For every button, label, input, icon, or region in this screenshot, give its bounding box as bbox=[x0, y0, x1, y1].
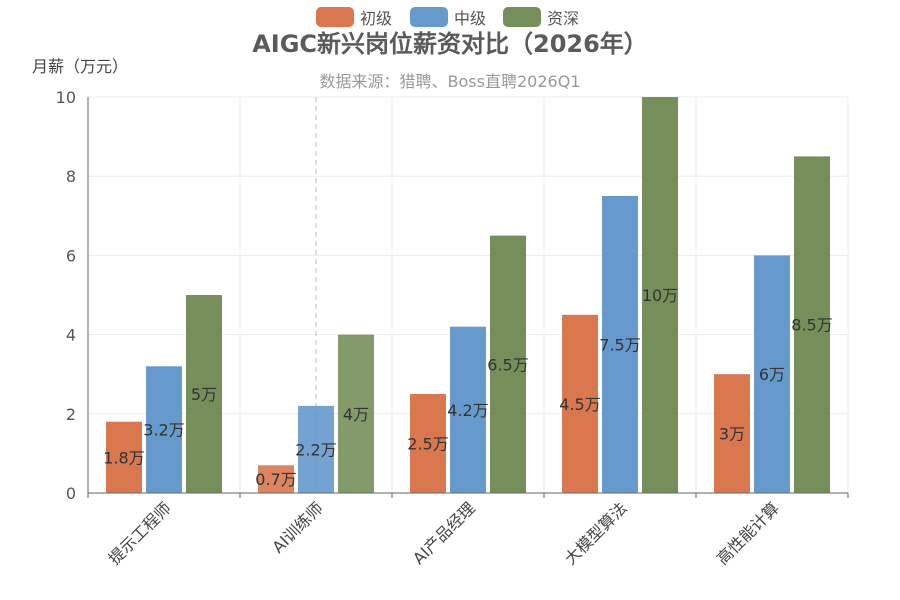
bar-初级-高性能计算 bbox=[714, 374, 750, 493]
y-tick-label: 10 bbox=[56, 88, 76, 107]
bar-初级-提示工程师 bbox=[106, 421, 142, 493]
bar-value-label: 3.2万 bbox=[143, 421, 184, 440]
bar-value-label: 4.5万 bbox=[559, 395, 600, 414]
bar-value-label: 6万 bbox=[759, 365, 785, 384]
y-axis-title: 月薪（万元） bbox=[32, 57, 129, 76]
y-tick-label: 4 bbox=[66, 326, 76, 345]
bar-value-label: 4万 bbox=[343, 405, 369, 424]
y-tick-label: 2 bbox=[66, 405, 76, 424]
bar-初级-AI训练师 bbox=[258, 465, 294, 493]
x-tick-label: AI训练师 bbox=[268, 498, 326, 556]
legend-item-mid[interactable]: 中级 bbox=[410, 6, 486, 28]
bar-初级-大模型算法 bbox=[562, 314, 598, 493]
chart-title: AIGC新兴岗位薪资对比（2026年） bbox=[252, 30, 648, 58]
label-layer: 1.8万 3.2万 5万 0.7万 2.2万 4万 2.5万 4.2万 6.5万 4.5万 7.5万… bbox=[103, 286, 832, 489]
x-tick-label: 高性能计算 bbox=[713, 498, 783, 568]
bar-中级-提示工程师 bbox=[146, 366, 182, 493]
bar-中级-AI训练师 bbox=[298, 405, 334, 493]
bar-value-label: 10万 bbox=[642, 286, 678, 305]
bar-value-label: 7.5万 bbox=[599, 336, 640, 355]
legend-item-senior[interactable]: 资深 bbox=[503, 6, 579, 28]
bar-资深-AI训练师 bbox=[338, 334, 374, 493]
legend-swatch-mid bbox=[410, 7, 448, 27]
y-tick-label: 0 bbox=[66, 484, 76, 503]
bar-中级-大模型算法 bbox=[602, 196, 638, 493]
bar-资深-提示工程师 bbox=[186, 295, 222, 493]
bar-value-label: 2.2万 bbox=[295, 440, 336, 459]
legend-label-junior: 初级 bbox=[360, 9, 393, 28]
y-tick-label: 8 bbox=[66, 167, 76, 186]
bar-资深-大模型算法 bbox=[642, 97, 678, 493]
bar-资深-高性能计算 bbox=[794, 156, 830, 493]
bar-layer bbox=[106, 97, 830, 493]
legend-label-senior: 资深 bbox=[547, 9, 580, 28]
x-tick-label: 大模型算法 bbox=[561, 498, 631, 568]
bar-中级-AI产品经理 bbox=[450, 326, 486, 493]
y-tick-label: 6 bbox=[66, 246, 76, 265]
legend-swatch-senior bbox=[503, 7, 541, 27]
chart-subtitle: 数据来源：猎聘、Boss直聘2026Q1 bbox=[319, 72, 581, 91]
legend-item-junior[interactable]: 初级 bbox=[316, 6, 392, 28]
legend-swatch-junior bbox=[316, 7, 354, 27]
x-tick-label: 提示工程师 bbox=[105, 498, 175, 568]
bar-value-label: 2.5万 bbox=[407, 435, 448, 454]
bar-value-label: 6.5万 bbox=[487, 355, 528, 374]
bar-value-label: 1.8万 bbox=[103, 448, 144, 467]
bar-初级-AI产品经理 bbox=[410, 394, 446, 493]
bar-value-label: 8.5万 bbox=[791, 316, 832, 335]
bar-value-label: 5万 bbox=[191, 385, 217, 404]
bar-中级-高性能计算 bbox=[754, 255, 790, 493]
bar-value-label: 4.2万 bbox=[447, 401, 488, 420]
bar-value-label: 3万 bbox=[719, 425, 745, 444]
bar-资深-AI产品经理 bbox=[490, 235, 526, 493]
x-tick-label: AI产品经理 bbox=[409, 498, 479, 568]
bar-value-label: 0.7万 bbox=[255, 470, 296, 489]
legend-label-mid: 中级 bbox=[454, 9, 487, 28]
